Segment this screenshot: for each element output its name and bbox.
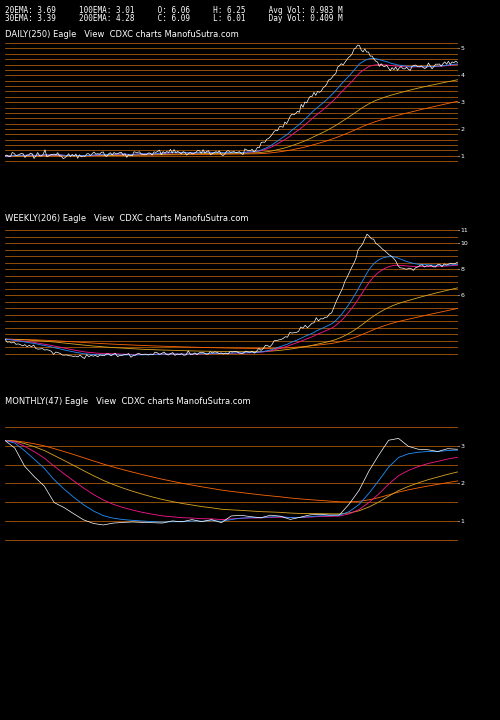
Text: MONTHLY(47) Eagle   View  CDXC charts ManofuSutra.com: MONTHLY(47) Eagle View CDXC charts Manof… (5, 397, 250, 406)
Text: 30EMA: 3.39     200EMA: 4.28     C: 6.09     L: 6.01     Day Vol: 0.409 M: 30EMA: 3.39 200EMA: 4.28 C: 6.09 L: 6.01… (5, 14, 342, 23)
Text: WEEKLY(206) Eagle   View  CDXC charts ManofuSutra.com: WEEKLY(206) Eagle View CDXC charts Manof… (5, 214, 248, 223)
Text: 20EMA: 3.69     100EMA: 3.01     O: 6.06     H: 6.25     Avg Vol: 0.983 M: 20EMA: 3.69 100EMA: 3.01 O: 6.06 H: 6.25… (5, 6, 342, 14)
Text: DAILY(250) Eagle   View  CDXC charts ManofuSutra.com: DAILY(250) Eagle View CDXC charts Manofu… (5, 30, 239, 39)
